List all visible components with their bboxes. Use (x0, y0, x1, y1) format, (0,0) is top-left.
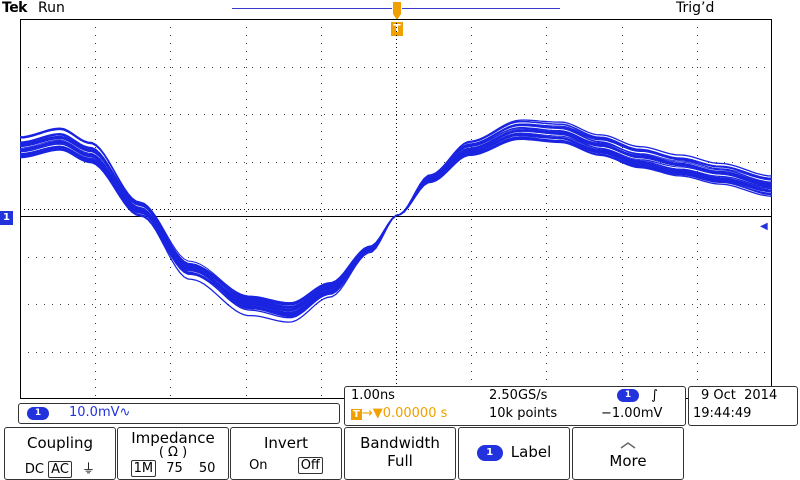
impedance-75[interactable]: 75 (166, 461, 183, 476)
impedance-title: Impedance (131, 429, 215, 447)
invert-options: On Off (231, 457, 341, 474)
label-content: 1 Label (459, 443, 569, 461)
bandwidth-button[interactable]: Bandwidth Full (344, 427, 456, 480)
waveform-trace (20, 119, 772, 317)
impedance-1m-selected[interactable]: 1M (130, 460, 157, 477)
coupling-button[interactable]: Coupling DC AC ⏚ (4, 427, 116, 480)
more-title: More (609, 452, 647, 470)
impedance-button[interactable]: Impedance ( Ω ) 1M 75 50 (117, 427, 229, 480)
graticule-grid (20, 19, 772, 399)
timebase-readout[interactable]: 1.00ns 2.50GS/s 1 ∫ T →▼0.00000 s 10k poi… (344, 386, 686, 426)
impedance-unit: ( Ω ) (158, 445, 188, 460)
date: 9 Oct 2014 (701, 388, 778, 403)
bandwidth-title: Bandwidth (360, 434, 440, 452)
label-channel-badge: 1 (476, 444, 503, 461)
trigger-arrow-icon (393, 2, 401, 20)
waveform-trace (20, 137, 772, 305)
coupling-options: DC AC ⏚ (5, 458, 115, 478)
coupling-dc[interactable]: DC (24, 462, 45, 477)
more-button[interactable]: More (572, 427, 684, 480)
label-button[interactable]: 1 Label (458, 427, 570, 480)
record-view-line-right (402, 8, 560, 9)
up-arrow-icon (573, 436, 683, 454)
channel1-scale: 10.0mV∿ (69, 405, 131, 420)
waveform-trace (20, 128, 772, 313)
waveform-trace (20, 129, 772, 306)
channel1-waveform (20, 119, 772, 323)
brand-logo: Tek (2, 0, 28, 16)
trigger-position-marker[interactable]: T (391, 22, 403, 36)
waveform-trace (20, 129, 772, 305)
impedance-50[interactable]: 50 (198, 461, 216, 476)
coupling-ac-selected[interactable]: AC (48, 461, 72, 478)
sample-rate: 2.50GS/s (489, 388, 548, 403)
invert-title: Invert (263, 434, 309, 452)
invert-button[interactable]: Invert On Off (230, 427, 342, 480)
invert-off-selected[interactable]: Off (297, 457, 323, 474)
coupling-title: Coupling (26, 434, 94, 452)
record-length: 10k points (489, 406, 558, 421)
bandwidth-value: Full (387, 452, 413, 470)
trigger-state: Trig’d (676, 0, 715, 16)
waveform-trace (20, 123, 772, 315)
channel1-badge: 1 (27, 407, 49, 420)
ground-icon[interactable]: ⏚ (82, 462, 96, 477)
trigger-slope-icon: ∫ (651, 388, 658, 403)
horizontal-scale: 1.00ns (351, 388, 395, 403)
impedance-options: 1M 75 50 (118, 460, 228, 477)
datetime-readout: 9 Oct 2014 19:44:49 (688, 386, 798, 426)
record-view-line-left (232, 8, 392, 9)
channel1-scale-readout[interactable]: 1 10.0mV∿ (18, 403, 340, 424)
time: 19:44:49 (693, 406, 752, 421)
trigger-position: T →▼0.00000 s (351, 406, 448, 421)
invert-on[interactable]: On (249, 458, 268, 473)
trigger-source: 1 ∫ (617, 388, 658, 403)
waveform-graticule (20, 19, 772, 399)
trigger-level-arrow-icon[interactable]: ◀ (760, 221, 768, 232)
trigger-level: −1.00mV (601, 406, 663, 421)
run-state: Run (38, 0, 65, 16)
channel1-ground-marker[interactable]: 1 (0, 211, 13, 225)
